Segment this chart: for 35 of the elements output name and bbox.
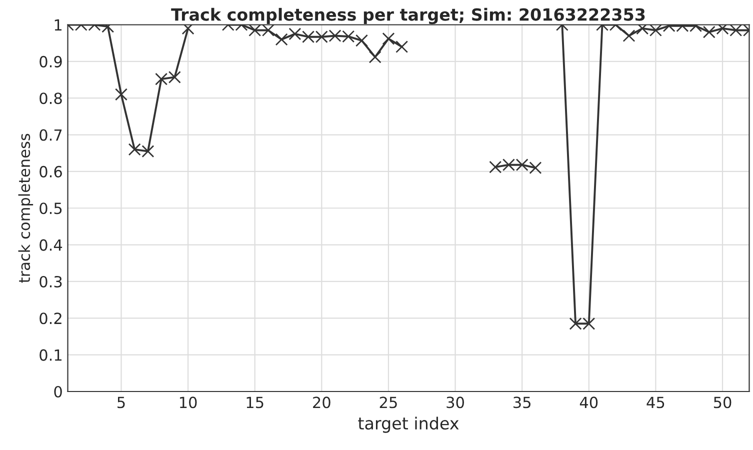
point [114, 88, 128, 101]
x-tick-label: 10 [180, 396, 197, 408]
x-tick-label: 50 [714, 396, 732, 408]
y-tick-label: 0.1 [40, 349, 62, 361]
point [382, 32, 395, 45]
point [288, 28, 302, 40]
x-tick-label: 40 [580, 396, 598, 408]
y-tick-label: 0.9 [40, 56, 62, 68]
x-tick-label: 30 [446, 396, 464, 408]
y-tick-label: 0.3 [40, 276, 62, 288]
y-tick-label: 0 [54, 386, 62, 398]
x-axis-title: target index [358, 416, 459, 433]
chart-title: Track completeness per target; Sim: 20163222353 [171, 8, 645, 24]
x-tick-label: 15 [246, 396, 264, 408]
y-tick-label: 0.8 [40, 92, 62, 104]
x-tick-label: 20 [313, 396, 330, 408]
x-tick-label: 25 [380, 396, 397, 408]
x-tick-label: 5 [118, 396, 125, 408]
x-tick-label: 35 [514, 396, 530, 408]
y-tick-label: 0.4 [40, 239, 62, 251]
y-tick-label: 0.5 [40, 202, 62, 214]
point [702, 26, 716, 38]
y-tick-label: 0.2 [40, 312, 62, 324]
y-axis-title: track completeness [18, 134, 34, 283]
point [368, 50, 382, 64]
point [275, 33, 288, 46]
y-tick-label: 0.6 [40, 166, 62, 178]
point [622, 30, 636, 42]
y-tick-label: 1 [54, 19, 62, 31]
point [396, 40, 408, 54]
point [529, 162, 542, 174]
point [182, 24, 194, 35]
point [355, 34, 368, 47]
y-tick-label: 0.7 [40, 129, 62, 141]
x-tick-label: 45 [646, 396, 664, 408]
